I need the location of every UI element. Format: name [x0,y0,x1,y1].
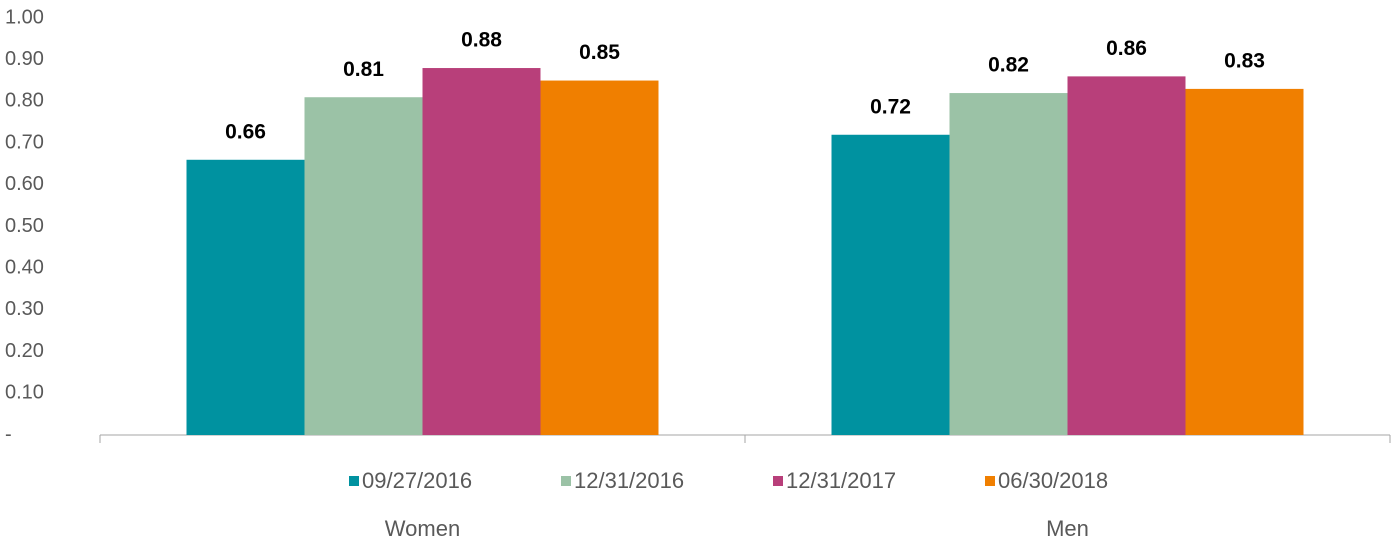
y-tick-label: 0.50 [5,215,44,237]
bar [186,159,305,435]
bar [1185,88,1304,435]
y-tick-label: 0.30 [5,298,44,320]
y-tick-label: 0.10 [5,382,44,404]
legend-swatch [773,476,783,486]
y-tick-label: 0.60 [5,173,44,195]
legend-label: 12/31/2016 [574,468,684,493]
x-tick-label: Women [385,516,460,541]
bar [1067,76,1186,435]
data-label: 0.72 [870,95,911,118]
y-tick-label: 0.80 [5,90,44,112]
data-label: 0.88 [461,29,502,52]
data-label: 0.81 [343,58,384,81]
legend-label: 12/31/2017 [786,468,896,493]
legend-label: 06/30/2018 [998,468,1108,493]
y-tick-label: 0.40 [5,256,44,278]
bar [949,93,1068,435]
bar [422,68,541,435]
bar [540,80,659,436]
legend-label: 09/27/2016 [362,468,472,493]
x-tick-label: Men [1046,516,1089,541]
y-tick-label: - [5,423,12,445]
y-tick-label: 0.90 [5,48,44,70]
data-label: 0.82 [988,54,1029,77]
legend-swatch [349,476,359,486]
bar [304,97,423,435]
legend-swatch [561,476,571,486]
data-label: 0.83 [1224,49,1265,72]
data-label: 0.86 [1106,37,1147,60]
y-tick-label: 0.20 [5,340,44,362]
y-tick-label: 1.00 [5,6,44,28]
legend-swatch [985,476,995,486]
data-label: 0.85 [579,41,620,64]
y-tick-label: 0.70 [5,131,44,153]
data-label: 0.66 [225,120,266,143]
bar [831,134,950,435]
